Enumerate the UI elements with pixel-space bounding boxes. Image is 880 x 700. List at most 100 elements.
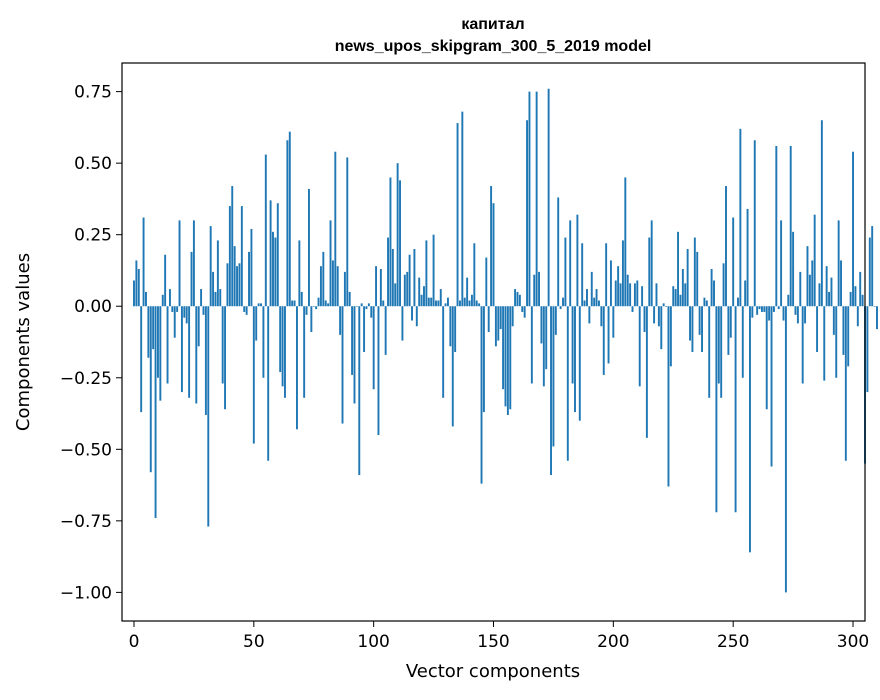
bar-19 bbox=[178, 220, 181, 307]
bar-254 bbox=[741, 306, 744, 378]
bar-248 bbox=[727, 306, 730, 355]
x-tick-label-0: 0 bbox=[129, 632, 140, 652]
bar-205 bbox=[624, 177, 627, 307]
bar-223 bbox=[667, 306, 670, 487]
bar-40 bbox=[228, 206, 231, 307]
bar-168 bbox=[535, 91, 538, 307]
bar-278 bbox=[799, 271, 802, 307]
bar-163 bbox=[523, 306, 526, 318]
bar-54 bbox=[262, 306, 265, 378]
bar-116 bbox=[411, 306, 413, 321]
bar-76 bbox=[315, 306, 318, 310]
bar-165 bbox=[528, 91, 531, 307]
y-tick-label-0: −1.00 bbox=[60, 583, 112, 603]
bar-145 bbox=[480, 306, 483, 484]
bar-246 bbox=[722, 263, 725, 307]
bar-61 bbox=[279, 306, 282, 373]
bar-128 bbox=[439, 289, 442, 307]
bar-57 bbox=[269, 200, 272, 307]
bar-219 bbox=[657, 306, 660, 327]
bar-300 bbox=[852, 151, 854, 307]
bar-266 bbox=[770, 306, 773, 467]
bar-200 bbox=[612, 306, 615, 338]
bar-34 bbox=[214, 291, 217, 307]
y-tick-label-7: 0.75 bbox=[74, 83, 112, 103]
bar-280 bbox=[804, 306, 807, 324]
bar-212 bbox=[641, 286, 644, 307]
bar-122 bbox=[425, 240, 428, 307]
bar-98 bbox=[367, 303, 370, 307]
bar-193 bbox=[595, 289, 598, 307]
bar-17 bbox=[173, 306, 176, 338]
bar-121 bbox=[423, 286, 425, 307]
x-tick-label-150: 150 bbox=[477, 632, 509, 652]
bar-231 bbox=[686, 249, 689, 307]
bar-291 bbox=[830, 277, 833, 307]
bar-160 bbox=[516, 291, 519, 307]
bar-4 bbox=[142, 217, 145, 307]
bar-67 bbox=[293, 300, 296, 307]
bar-52 bbox=[257, 303, 260, 307]
bar-56 bbox=[267, 306, 270, 461]
bar-253 bbox=[739, 128, 742, 307]
bar-274 bbox=[789, 145, 792, 307]
bar-228 bbox=[679, 294, 682, 307]
bar-294 bbox=[837, 220, 840, 307]
bar-170 bbox=[540, 306, 543, 344]
bar-24 bbox=[190, 251, 193, 307]
bar-68 bbox=[296, 306, 298, 430]
bar-46 bbox=[243, 306, 246, 312]
bar-235 bbox=[696, 251, 699, 307]
bar-107 bbox=[389, 177, 392, 307]
bar-285 bbox=[816, 306, 819, 353]
bar-310 bbox=[876, 306, 878, 330]
bar-131 bbox=[447, 297, 449, 307]
bar-302 bbox=[856, 306, 859, 327]
bar-124 bbox=[430, 297, 433, 307]
bar-154 bbox=[502, 306, 505, 390]
bar-82 bbox=[329, 220, 332, 307]
bar-150 bbox=[492, 203, 495, 307]
bar-172 bbox=[545, 306, 548, 370]
bar-276 bbox=[794, 306, 797, 315]
bar-188 bbox=[583, 300, 586, 307]
bar-39 bbox=[226, 263, 229, 307]
bar-192 bbox=[593, 297, 596, 307]
bar-143 bbox=[475, 300, 478, 307]
bar-288 bbox=[823, 306, 826, 381]
bar-151 bbox=[494, 306, 497, 347]
bar-137 bbox=[461, 111, 464, 307]
bar-90 bbox=[348, 291, 351, 307]
bar-113 bbox=[403, 274, 406, 307]
bar-95 bbox=[360, 303, 363, 307]
bar-35 bbox=[216, 240, 219, 307]
bar-213 bbox=[643, 306, 646, 332]
bar-220 bbox=[660, 306, 663, 350]
bar-171 bbox=[542, 306, 545, 387]
bar-178 bbox=[559, 306, 562, 310]
bar-216 bbox=[650, 220, 653, 307]
bar-275 bbox=[792, 231, 795, 307]
bar-175 bbox=[552, 306, 555, 447]
y-tick-label-4: 0.00 bbox=[74, 297, 112, 317]
bar-21 bbox=[183, 306, 186, 318]
bar-33 bbox=[212, 271, 215, 307]
bar-51 bbox=[255, 306, 258, 341]
bar-306 bbox=[866, 306, 869, 393]
bar-50 bbox=[252, 306, 255, 444]
bar-135 bbox=[456, 123, 459, 307]
bar-28 bbox=[200, 289, 203, 307]
bar-140 bbox=[468, 300, 471, 307]
bar-252 bbox=[737, 297, 739, 307]
bar-75 bbox=[312, 306, 315, 307]
bar-289 bbox=[825, 266, 828, 307]
bar-237 bbox=[701, 306, 703, 353]
bar-281 bbox=[806, 246, 809, 307]
bar-268 bbox=[775, 145, 778, 307]
x-tick-label-50: 50 bbox=[243, 632, 265, 652]
bar-230 bbox=[684, 283, 687, 307]
bar-177 bbox=[557, 197, 560, 307]
bar-13 bbox=[164, 254, 167, 307]
bar-115 bbox=[408, 254, 411, 307]
